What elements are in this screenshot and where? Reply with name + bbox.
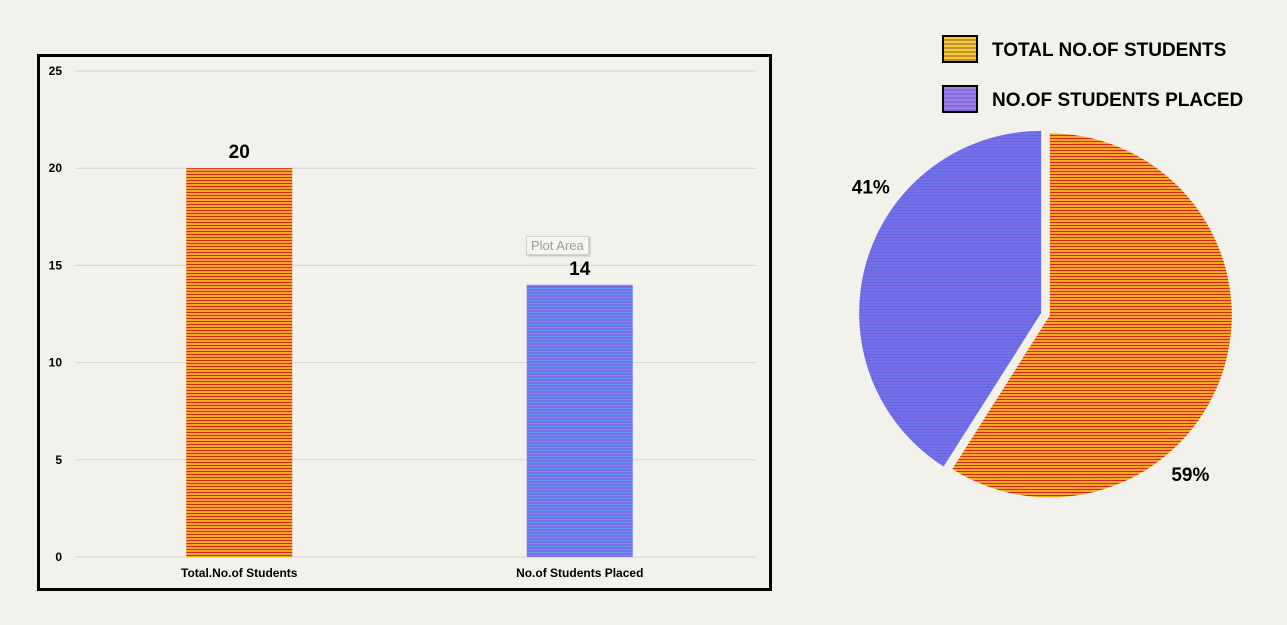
pie-chart: TOTAL NO.OF STUDENTS NO.OF STUDENTS PLACE… (852, 35, 1243, 498)
x-category-label: No.of Students Placed (516, 566, 643, 580)
y-tick-label: 5 (55, 453, 62, 467)
bar-chart-panel: 0 5 10 15 20 25 20 14 Total.No.of Students No.o… (37, 54, 772, 591)
pie-data-label: 41% (852, 177, 890, 198)
pie-slice (859, 130, 1042, 467)
pie-slice (952, 133, 1232, 498)
y-tick-label: 15 (49, 258, 63, 272)
y-tick-label: 20 (49, 161, 63, 175)
y-tick-label: 10 (49, 356, 63, 370)
bar-data-label: 14 (569, 259, 591, 280)
pie-data-label: 59% (1171, 465, 1209, 486)
bar-chart: 0 5 10 15 20 25 20 14 Total.No.of Students No.o… (49, 64, 756, 580)
bar (526, 284, 633, 557)
legend-label: NO.OF STUDENTS PLACED (992, 90, 1243, 111)
y-tick-label: 0 (55, 550, 62, 564)
plot-area-tooltip: Plot Area (526, 236, 589, 255)
bar (186, 168, 293, 557)
legend-label: TOTAL NO.OF STUDENTS (992, 40, 1226, 61)
x-category-label: Total.No.of Students (181, 566, 298, 580)
y-tick-label: 25 (49, 64, 63, 78)
bar-data-label: 20 (229, 142, 250, 163)
